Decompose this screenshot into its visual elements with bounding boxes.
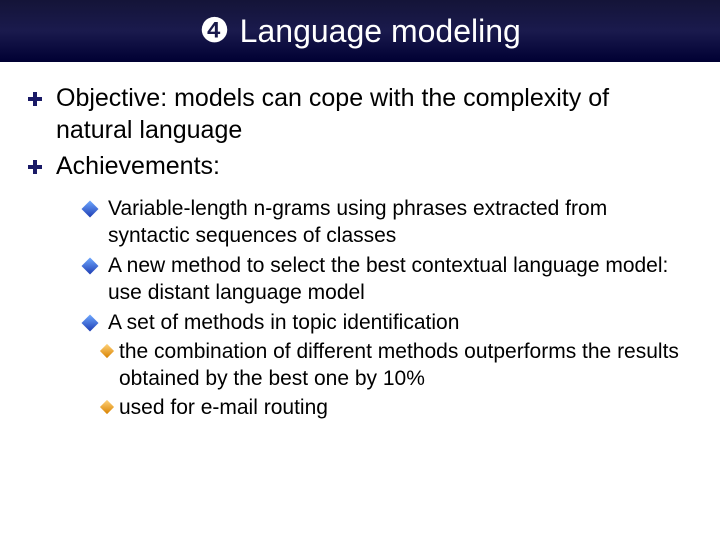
- list-item: Achievements:: [28, 150, 692, 182]
- bullet-text-l3: used for e-mail routing: [119, 395, 328, 422]
- slide-body: Objective: models can cope with the comp…: [0, 62, 720, 422]
- title-number-icon: ❹: [199, 11, 229, 51]
- slide-title-bar: ❹ Language modeling: [0, 0, 720, 62]
- sublist-l3: the combination of different methods out…: [84, 339, 692, 422]
- diamond-bullet-icon: [82, 314, 99, 331]
- slide-title-text: Language modeling: [240, 13, 521, 50]
- list-item: the combination of different methods out…: [102, 339, 692, 393]
- bullet-text-l3: the combination of different methods out…: [119, 339, 692, 393]
- list-item: Variable-length n-grams using phrases ex…: [84, 196, 692, 250]
- plus-bullet-icon: [28, 160, 42, 179]
- bullet-text-l1: Achievements:: [56, 150, 220, 182]
- list-item: A new method to select the best contextu…: [84, 253, 692, 307]
- list-item: Objective: models can cope with the comp…: [28, 82, 692, 146]
- diamond-bullet-icon: [82, 201, 99, 218]
- bullet-text-l1: Objective: models can cope with the comp…: [56, 82, 692, 146]
- bullet-text-l2: Variable-length n-grams using phrases ex…: [108, 196, 692, 250]
- diamond-small-bullet-icon: [100, 344, 114, 358]
- plus-bullet-icon: [28, 92, 42, 111]
- diamond-small-bullet-icon: [100, 400, 114, 414]
- list-item: A set of methods in topic identification: [84, 310, 692, 337]
- bullet-text-l2: A set of methods in topic identification: [108, 310, 459, 337]
- bullet-text-l2: A new method to select the best contextu…: [108, 253, 692, 307]
- list-item: used for e-mail routing: [102, 395, 692, 422]
- sublist-l2: Variable-length n-grams using phrases ex…: [28, 196, 692, 422]
- diamond-bullet-icon: [82, 257, 99, 274]
